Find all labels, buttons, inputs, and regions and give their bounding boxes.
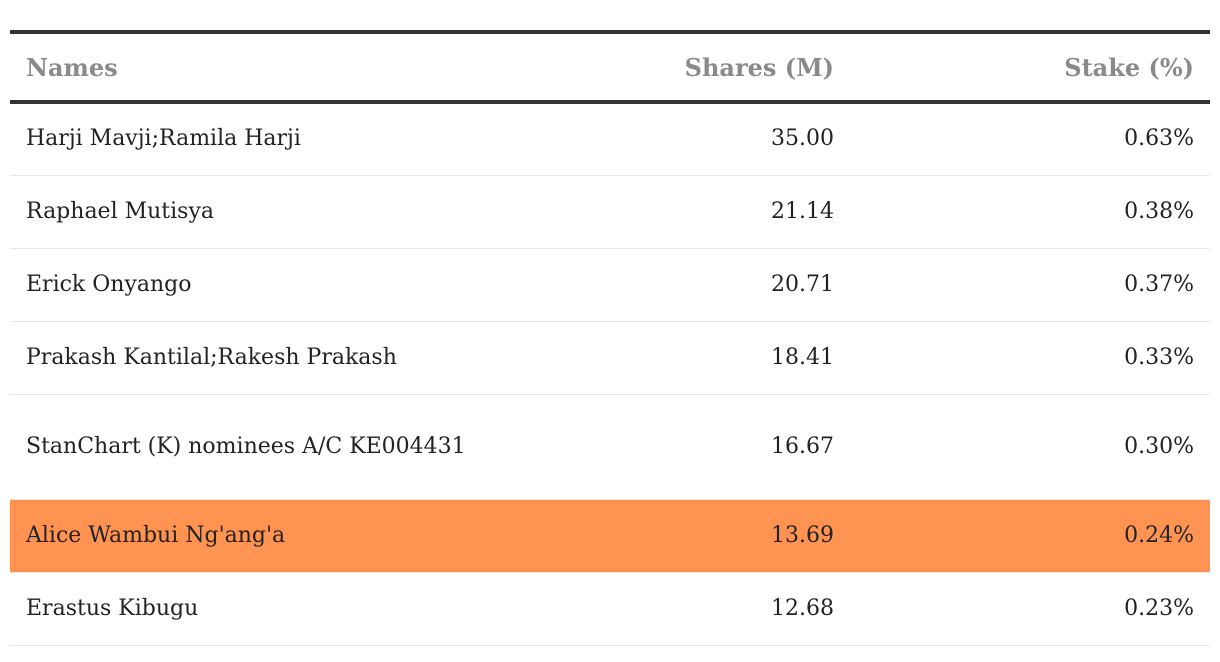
shareholders-table: Names Shares (M) Stake (%) Harji Mavji;R… bbox=[10, 30, 1210, 646]
cell-shares: 13.69 bbox=[490, 499, 850, 573]
cell-name: Harji Mavji;Ramila Harji bbox=[10, 102, 490, 176]
cell-shares: 35.00 bbox=[490, 102, 850, 176]
cell-name: Raphael Mutisya bbox=[10, 175, 490, 249]
column-header-names[interactable]: Names bbox=[26, 52, 118, 82]
cell-shares: 21.14 bbox=[490, 175, 850, 249]
cell-stake: 0.38% bbox=[850, 175, 1210, 249]
table-row-highlighted: Alice Wambui Ng'ang'a 13.69 0.24% bbox=[10, 499, 1210, 573]
cell-stake: 0.23% bbox=[850, 572, 1210, 646]
table-header-row: Names Shares (M) Stake (%) bbox=[10, 32, 1210, 102]
table-row: Erick Onyango 20.71 0.37% bbox=[10, 248, 1210, 322]
cell-name: Prakash Kantilal;Rakesh Prakash bbox=[10, 321, 490, 395]
cell-name: Erastus Kibugu bbox=[10, 572, 490, 646]
cell-name: StanChart (K) nominees A/C KE004431 bbox=[10, 394, 490, 500]
cell-stake: 0.37% bbox=[850, 248, 1210, 322]
table-row: Prakash Kantilal;Rakesh Prakash 18.41 0.… bbox=[10, 321, 1210, 395]
table-row: Harji Mavji;Ramila Harji 35.00 0.63% bbox=[10, 102, 1210, 176]
cell-stake: 0.63% bbox=[850, 102, 1210, 176]
column-header-stake[interactable]: Stake (%) bbox=[1064, 52, 1194, 82]
shareholders-table-container: Names Shares (M) Stake (%) Harji Mavji;R… bbox=[10, 30, 1210, 646]
cell-stake: 0.30% bbox=[850, 394, 1210, 500]
column-header-shares[interactable]: Shares (M) bbox=[684, 52, 834, 82]
cell-shares: 12.68 bbox=[490, 572, 850, 646]
cell-stake: 0.24% bbox=[850, 499, 1210, 573]
cell-shares: 18.41 bbox=[490, 321, 850, 395]
table-row: StanChart (K) nominees A/C KE004431 16.6… bbox=[10, 394, 1210, 500]
cell-name: Alice Wambui Ng'ang'a bbox=[10, 499, 490, 573]
cell-shares: 16.67 bbox=[490, 394, 850, 500]
table-row: Raphael Mutisya 21.14 0.38% bbox=[10, 175, 1210, 249]
cell-stake: 0.33% bbox=[850, 321, 1210, 395]
cell-name: Erick Onyango bbox=[10, 248, 490, 322]
cell-shares: 20.71 bbox=[490, 248, 850, 322]
table-row: Erastus Kibugu 12.68 0.23% bbox=[10, 572, 1210, 646]
